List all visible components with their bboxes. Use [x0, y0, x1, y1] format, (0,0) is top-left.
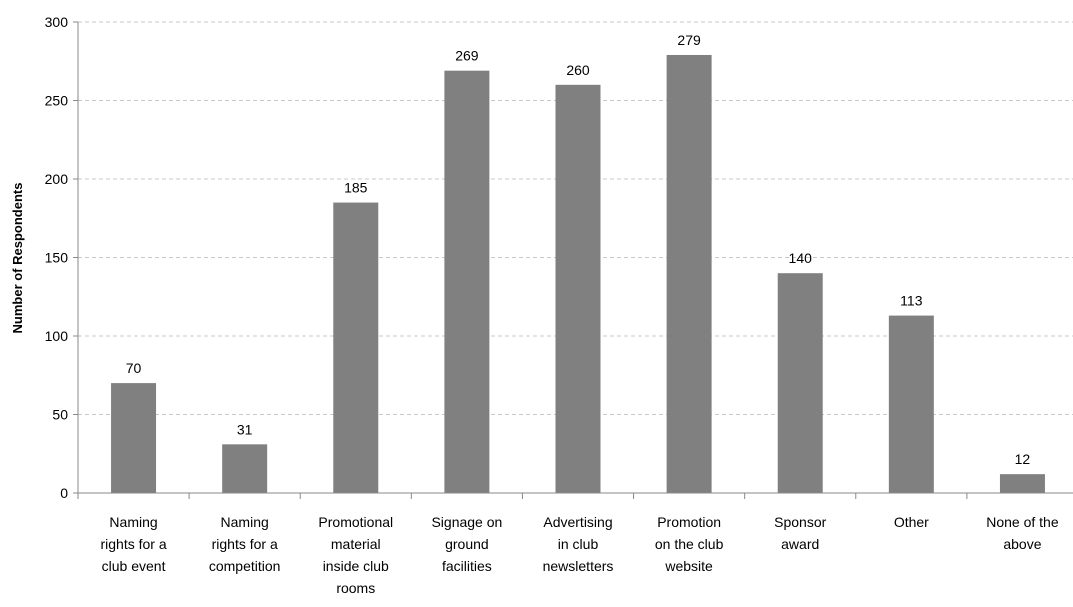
bar	[777, 273, 823, 493]
category-label: None of the above	[986, 514, 1059, 552]
data-label: 12	[1015, 451, 1031, 467]
category-label: Signage on ground facilities	[431, 514, 502, 574]
data-labels: 70 31 185 269 260 279 140 113 12	[126, 32, 1031, 467]
data-label: 113	[900, 293, 923, 309]
y-tick-label: 300	[45, 14, 69, 30]
category-label: Promotional material inside club rooms	[318, 514, 393, 596]
category-label-line: Signage on	[431, 514, 502, 530]
data-label: 185	[344, 180, 368, 196]
data-label: 279	[677, 32, 701, 48]
y-tick-label: 50	[52, 407, 68, 423]
y-tick-label: 250	[45, 93, 69, 109]
category-label-line: competition	[209, 558, 281, 574]
y-axis-title: Number of Respondents	[10, 183, 25, 334]
category-label-line: newsletters	[543, 558, 614, 574]
category-label-line: in club	[558, 536, 599, 552]
axes	[73, 21, 1073, 499]
category-label: Advertising in club newsletters	[543, 514, 614, 574]
bar	[555, 84, 601, 494]
category-label-line: Advertising	[543, 514, 612, 530]
bar	[666, 54, 712, 493]
bar	[888, 315, 934, 493]
category-label-line: rooms	[336, 580, 375, 596]
bar	[111, 383, 157, 493]
category-label-line: above	[1003, 536, 1041, 552]
category-label-line: None of the	[986, 514, 1059, 530]
category-label: Naming rights for a competition	[209, 514, 281, 574]
category-labels: Naming rights for a club event Naming rights…	[100, 514, 1058, 596]
category-label-line: on the club	[655, 536, 724, 552]
y-tick-label: 0	[60, 485, 68, 501]
category-label-line: website	[664, 558, 713, 574]
y-tick-labels: 0 50 100 150 200 250 300	[45, 14, 69, 501]
category-label-line: Naming	[109, 514, 157, 530]
bars	[111, 54, 1045, 494]
data-label: 140	[789, 250, 813, 266]
data-label: 31	[237, 421, 253, 437]
category-label-line: ground	[445, 536, 489, 552]
category-label-line: award	[781, 536, 819, 552]
bar	[444, 70, 490, 494]
category-label-line: material	[331, 536, 381, 552]
category-label: Sponsor award	[774, 514, 826, 552]
category-label-line: Sponsor	[774, 514, 826, 530]
category-label-line: facilities	[442, 558, 492, 574]
bar	[999, 474, 1045, 493]
category-label-line: Other	[894, 514, 929, 530]
y-tick-label: 200	[45, 171, 69, 187]
category-label-line: inside club	[323, 558, 389, 574]
category-label: Naming rights for a club event	[100, 514, 166, 574]
category-label-line: Promotional	[318, 514, 393, 530]
category-label-line: club event	[102, 558, 166, 574]
y-tick-label: 100	[45, 328, 69, 344]
data-label: 70	[126, 360, 142, 376]
data-label: 269	[455, 48, 479, 64]
bar	[333, 202, 379, 494]
category-label-line: rights for a	[100, 536, 166, 552]
category-label-line: rights for a	[212, 536, 278, 552]
category-label-line: Naming	[221, 514, 269, 530]
category-label: Other	[894, 514, 929, 530]
data-label: 260	[566, 62, 590, 78]
bar	[222, 444, 268, 493]
category-label: Promotion on the club website	[655, 514, 724, 574]
category-label-line: Promotion	[657, 514, 721, 530]
y-tick-label: 150	[45, 250, 69, 266]
